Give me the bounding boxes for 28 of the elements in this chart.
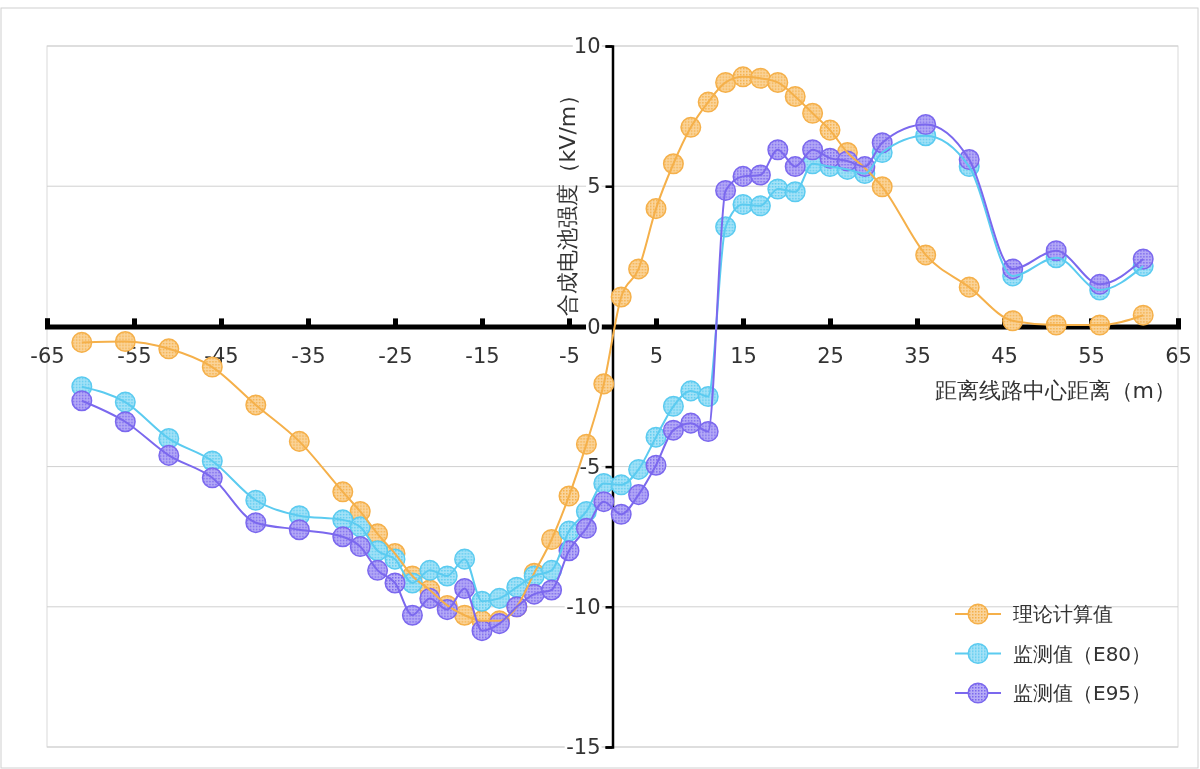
x-tick-label: 35 xyxy=(904,344,931,369)
x-tick-label: 5 xyxy=(649,344,664,369)
x-tick-label: -35 xyxy=(291,344,326,369)
x-axis-title: 距离线路中心距离（m） xyxy=(934,378,1176,404)
legend-label: 理论计算值 xyxy=(1013,602,1113,626)
x-tick-label: 15 xyxy=(730,344,757,369)
x-tick-label: 45 xyxy=(991,344,1018,369)
point xyxy=(71,390,93,412)
x-tick-label: 25 xyxy=(817,344,844,369)
x-tick-label: -65 xyxy=(30,344,65,369)
y-tick-label: 5 xyxy=(587,174,601,199)
point xyxy=(1089,314,1111,336)
x-tick-label: 65 xyxy=(1165,344,1192,369)
y-axis-title: 合成电池强度（kV/m） xyxy=(554,83,580,317)
point xyxy=(71,331,93,353)
y-tick-label: -15 xyxy=(566,735,601,760)
x-tick-label: -25 xyxy=(378,344,413,369)
y-tick-label: 10 xyxy=(573,34,601,59)
legend-label: 监测值（E95） xyxy=(1013,681,1152,705)
point xyxy=(1132,248,1154,270)
x-tick-label: 55 xyxy=(1078,344,1105,369)
point xyxy=(1132,304,1154,326)
x-tick-label: -15 xyxy=(465,344,500,369)
y-tick-label: -10 xyxy=(566,595,601,620)
y-tick-label: 0 xyxy=(587,314,601,339)
legend-label: 监测值（E80） xyxy=(1013,641,1152,666)
point xyxy=(1002,310,1024,332)
y-tick-label: -5 xyxy=(579,454,601,479)
